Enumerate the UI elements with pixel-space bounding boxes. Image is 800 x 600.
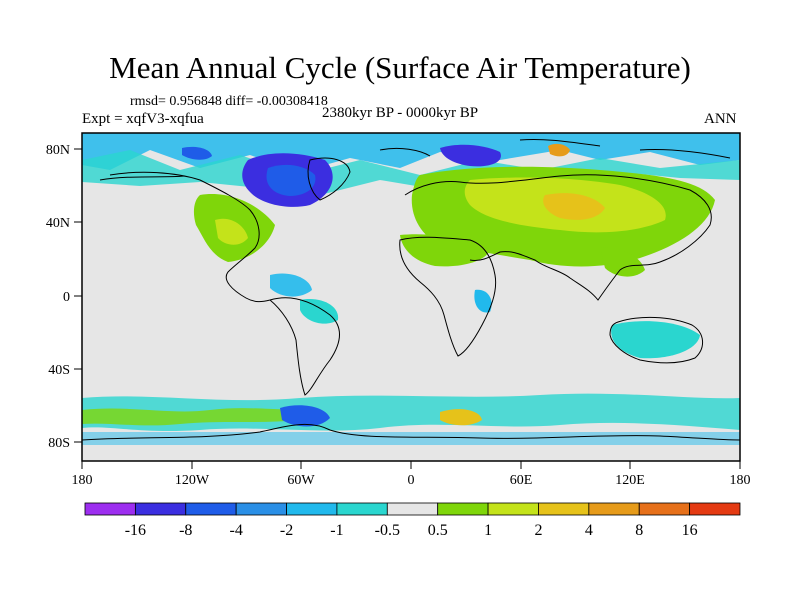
east-africa-cyan bbox=[474, 289, 492, 313]
legend-swatch bbox=[538, 502, 590, 516]
north-america-yellow bbox=[215, 218, 248, 245]
south-america-coast bbox=[269, 297, 340, 396]
legend-label: 16 bbox=[682, 522, 698, 539]
north-america-coast bbox=[109, 171, 271, 303]
legend-swatch bbox=[689, 502, 741, 516]
color-legend bbox=[84, 502, 741, 516]
lat-tick-40n: 40N bbox=[46, 216, 70, 231]
legend-swatch bbox=[84, 502, 136, 516]
australia-cyan bbox=[611, 321, 700, 359]
legend-swatch bbox=[437, 502, 489, 516]
arctic-islands-coast bbox=[99, 138, 731, 181]
legend-label: -2 bbox=[280, 522, 293, 539]
southern-ocean-green bbox=[82, 408, 300, 426]
legend-swatch bbox=[638, 502, 691, 516]
barents-cooling bbox=[440, 144, 501, 167]
axis-ticks bbox=[74, 148, 741, 469]
legend-label: 2 bbox=[534, 522, 542, 539]
legend-label: 4 bbox=[585, 522, 593, 539]
east-asia-green bbox=[600, 247, 645, 277]
season-label: ANN bbox=[704, 111, 737, 127]
europe-asia-coast bbox=[404, 174, 712, 301]
africa-coast bbox=[399, 236, 497, 357]
lon-tick-120w: 120W bbox=[175, 473, 210, 488]
greenland-cooling-inner bbox=[266, 164, 316, 196]
coastlines bbox=[82, 138, 740, 441]
lon-tick-0: 0 bbox=[408, 473, 415, 488]
lon-tick-180-right: 180 bbox=[730, 473, 751, 488]
lon-tick-120e: 120E bbox=[615, 473, 645, 488]
arctic-blue-spot bbox=[182, 146, 212, 160]
south-america-cyan bbox=[300, 299, 339, 324]
legend-swatch bbox=[336, 502, 388, 516]
legend-label: -16 bbox=[125, 522, 146, 539]
caribbean-cyan bbox=[270, 273, 312, 297]
legend-swatch bbox=[235, 502, 287, 516]
experiment-label: Expt = xqfV3-xqfua bbox=[82, 111, 204, 127]
rmsd-diff-stats: rmsd= 0.956848 diff= -0.00308418 bbox=[130, 94, 328, 109]
legend-label: -8 bbox=[179, 522, 192, 539]
lat-tick-0: 0 bbox=[63, 290, 70, 305]
lat-tick-80s: 80S bbox=[48, 436, 70, 451]
north-africa-green bbox=[400, 234, 490, 267]
central-asia-amber bbox=[543, 193, 605, 220]
antarctic-blue bbox=[280, 405, 330, 427]
antarctica-coast bbox=[82, 423, 740, 441]
legend-swatch bbox=[286, 502, 338, 516]
legend-swatch bbox=[386, 502, 439, 516]
lon-tick-60e: 60E bbox=[510, 473, 533, 488]
legend-label: -1 bbox=[330, 522, 343, 539]
lon-tick-180-left: 180 bbox=[72, 473, 93, 488]
legend-swatch bbox=[487, 502, 539, 516]
color-legend-labels: -16 -8 -4 -2 -1 -0.5 0.5 1 2 4 8 16 bbox=[125, 522, 698, 539]
legend-label: 1 bbox=[484, 522, 492, 539]
lon-tick-60w: 60W bbox=[287, 473, 315, 488]
legend-label: 0.5 bbox=[428, 522, 448, 539]
lat-tick-40s: 40S bbox=[48, 363, 70, 378]
antarctic-coast-cyan bbox=[82, 432, 740, 445]
lat-tick-80n: 80N bbox=[46, 143, 70, 158]
legend-swatch bbox=[134, 502, 187, 516]
legend-swatch bbox=[588, 502, 640, 516]
legend-swatch bbox=[185, 502, 237, 516]
arctic-orange-spot bbox=[548, 143, 570, 157]
legend-label: 8 bbox=[635, 522, 643, 539]
greenland-coast bbox=[307, 157, 351, 201]
map-title: Mean Annual Cycle (Surface Air Temperatu… bbox=[109, 50, 691, 85]
australia-coast bbox=[609, 316, 703, 364]
legend-label: -4 bbox=[229, 522, 242, 539]
antarctic-amber bbox=[440, 409, 482, 426]
legend-label: -0.5 bbox=[375, 522, 400, 539]
time-period-label: 2380kyr BP - 0000kyr BP bbox=[322, 105, 479, 121]
